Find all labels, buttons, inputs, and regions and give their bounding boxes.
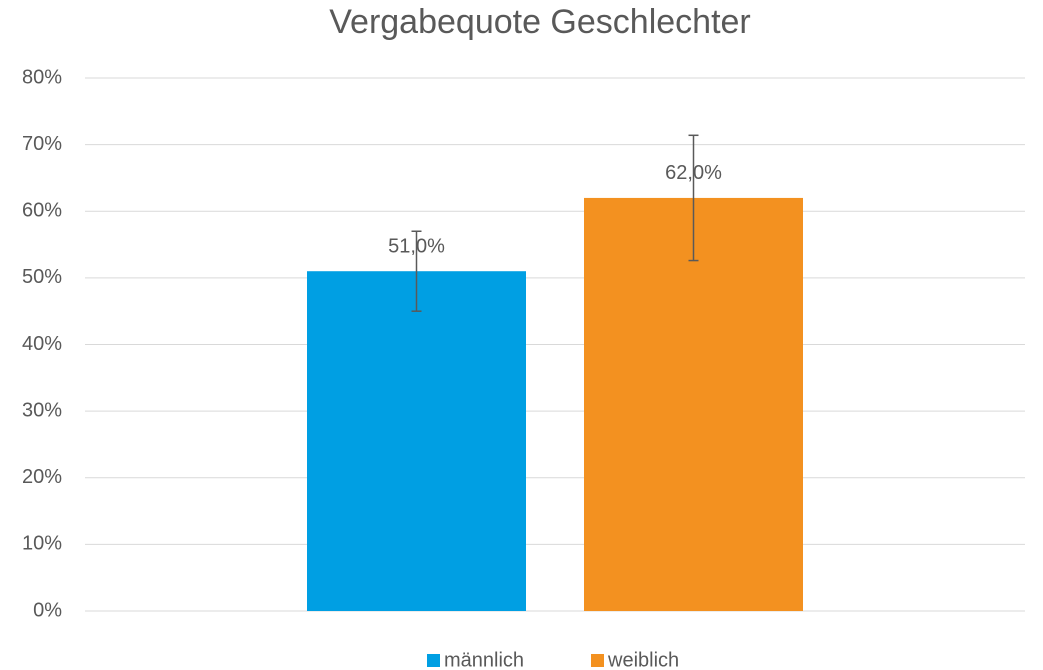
- y-tick-label: 70%: [22, 133, 62, 155]
- legend-label: weiblich: [607, 649, 679, 670]
- y-tick-label: 40%: [22, 333, 62, 355]
- y-tick-label: 60%: [22, 200, 62, 222]
- y-tick-label: 0%: [33, 599, 62, 621]
- legend-label: männlich: [444, 649, 524, 670]
- bar: [584, 197, 803, 612]
- legend-swatch: [427, 654, 440, 667]
- data-label: 51,0%: [388, 235, 445, 257]
- chart-title: Vergabequote Geschlechter: [329, 3, 751, 41]
- y-tick-label: 20%: [22, 466, 62, 488]
- bar: [307, 271, 526, 611]
- y-tick-label: 50%: [22, 266, 62, 288]
- data-label: 62,0%: [665, 162, 722, 184]
- y-tick-label: 30%: [22, 399, 62, 421]
- y-tick-label: 10%: [22, 533, 62, 555]
- y-tick-label: 80%: [22, 66, 62, 88]
- legend-swatch: [591, 654, 604, 667]
